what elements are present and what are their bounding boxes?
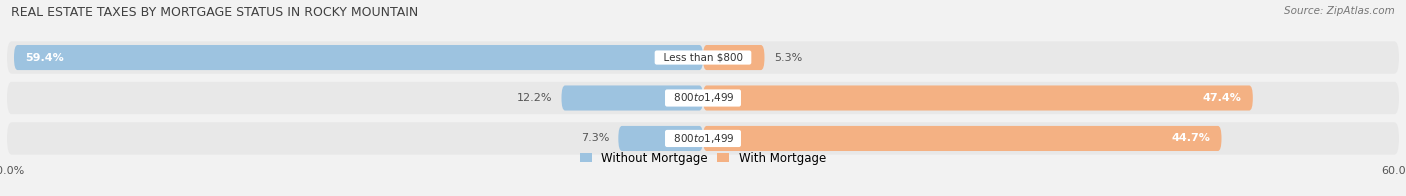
Text: 47.4%: 47.4%: [1202, 93, 1241, 103]
Text: $800 to $1,499: $800 to $1,499: [666, 132, 740, 145]
FancyBboxPatch shape: [619, 126, 703, 151]
Text: 12.2%: 12.2%: [517, 93, 553, 103]
FancyBboxPatch shape: [7, 41, 1399, 74]
FancyBboxPatch shape: [703, 126, 1222, 151]
FancyBboxPatch shape: [703, 45, 765, 70]
Text: 5.3%: 5.3%: [773, 53, 801, 63]
Text: Less than $800: Less than $800: [657, 53, 749, 63]
Text: 59.4%: 59.4%: [25, 53, 65, 63]
FancyBboxPatch shape: [14, 45, 703, 70]
Text: 44.7%: 44.7%: [1171, 133, 1211, 143]
FancyBboxPatch shape: [703, 85, 1253, 111]
FancyBboxPatch shape: [7, 122, 1399, 155]
Text: $800 to $1,499: $800 to $1,499: [666, 92, 740, 104]
Text: Source: ZipAtlas.com: Source: ZipAtlas.com: [1284, 6, 1395, 16]
FancyBboxPatch shape: [7, 82, 1399, 114]
Text: 7.3%: 7.3%: [581, 133, 609, 143]
Legend: Without Mortgage, With Mortgage: Without Mortgage, With Mortgage: [581, 152, 825, 165]
FancyBboxPatch shape: [561, 85, 703, 111]
Text: REAL ESTATE TAXES BY MORTGAGE STATUS IN ROCKY MOUNTAIN: REAL ESTATE TAXES BY MORTGAGE STATUS IN …: [11, 6, 419, 19]
